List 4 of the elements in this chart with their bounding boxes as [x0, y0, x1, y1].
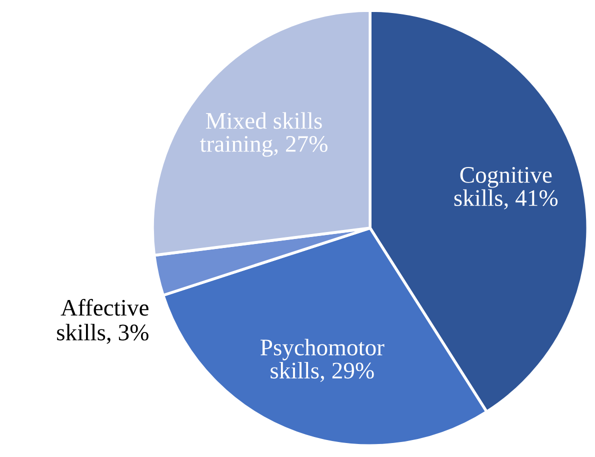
slice-label: Mixed skills training, 27%	[200, 112, 328, 157]
slice-label: Psychomotor skills, 29%	[260, 338, 384, 382]
slice-label: Cognitive skills, 41%	[454, 167, 558, 210]
slice-label: Affective skills, 3%	[57, 298, 148, 344]
